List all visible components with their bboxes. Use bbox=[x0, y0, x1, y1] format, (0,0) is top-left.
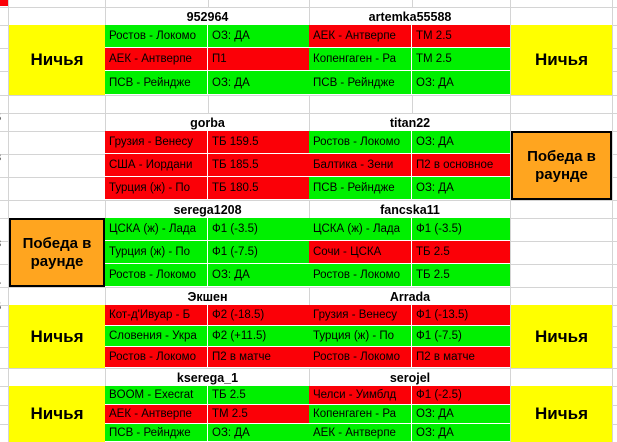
match-cell[interactable]: Турция (ж) - По bbox=[105, 241, 208, 264]
match-cell[interactable]: ПСВ - Рейндже bbox=[309, 177, 412, 200]
match-cell[interactable]: Турция (ж) - По bbox=[105, 177, 208, 200]
bet-cell[interactable]: П2 в матче bbox=[412, 347, 510, 368]
match-cell[interactable]: Копенгаген - Ра bbox=[309, 405, 412, 424]
bet-cell[interactable]: П2 в матче bbox=[208, 347, 309, 368]
result-cell-left[interactable]: Победа в раунде bbox=[9, 218, 105, 287]
bet-cell[interactable]: ОЗ: ДА bbox=[412, 131, 510, 154]
bet-cell[interactable]: ОЗ: ДА bbox=[412, 177, 510, 200]
match-cell[interactable]: Ростов - Локомо bbox=[105, 347, 208, 368]
player-name-header[interactable]: Arrada bbox=[310, 288, 510, 305]
match-cell[interactable]: АЕК - Антверпе bbox=[309, 25, 412, 48]
gridline bbox=[0, 7, 617, 8]
match-cell[interactable]: Балтика - Зени bbox=[309, 154, 412, 177]
player-name-header[interactable]: 952964 bbox=[106, 8, 309, 25]
match-cell[interactable]: ЦСКА (ж) - Лада bbox=[105, 218, 208, 241]
match-cell[interactable]: АЕК - Антверпе bbox=[105, 48, 208, 71]
bet-cell[interactable]: Ф1 (-7.5) bbox=[412, 326, 510, 347]
match-cell[interactable]: АЕК - Антверпе bbox=[105, 405, 208, 424]
bet-cell[interactable]: ОЗ: ДА bbox=[412, 71, 510, 95]
bet-cell[interactable]: Ф2 (+11.5) bbox=[208, 326, 309, 347]
player-name-header[interactable]: fancska11 bbox=[310, 201, 510, 218]
bet-cell[interactable]: ТБ 2.5 bbox=[208, 386, 309, 405]
gridline bbox=[0, 113, 617, 114]
bet-cell[interactable]: ОЗ: ДА bbox=[412, 405, 510, 424]
match-cell[interactable]: Ростов - Локомо bbox=[309, 264, 412, 287]
bet-cell[interactable]: Ф1 (-2.5) bbox=[412, 386, 510, 405]
bet-cell[interactable]: ОЗ: ДА bbox=[208, 71, 309, 95]
gridline bbox=[0, 95, 617, 96]
match-cell[interactable]: Кот-д'Ивуар - Б bbox=[105, 305, 208, 326]
bet-cell[interactable]: Ф2 (-18.5) bbox=[208, 305, 309, 326]
bet-cell[interactable]: П1 bbox=[208, 48, 309, 71]
match-cell[interactable]: Копенгаген - Ра bbox=[309, 48, 412, 71]
bet-cell[interactable]: Ф1 (-7.5) bbox=[208, 241, 309, 264]
match-cell[interactable]: Ростов - Локомо bbox=[309, 131, 412, 154]
match-cell[interactable]: Грузия - Венесу bbox=[105, 131, 208, 154]
match-cell[interactable]: Ростов - Локомо bbox=[105, 25, 208, 48]
gridline bbox=[612, 0, 613, 442]
bet-cell[interactable]: П2 в основное bbox=[412, 154, 510, 177]
result-cell-left[interactable]: Ничья bbox=[9, 25, 105, 95]
bet-cell[interactable]: ОЗ: ДА bbox=[208, 25, 309, 48]
match-cell[interactable]: Словения - Укра bbox=[105, 326, 208, 347]
result-cell-left[interactable]: Ничья bbox=[9, 305, 105, 368]
bet-cell[interactable]: Ф1 (-13.5) bbox=[412, 305, 510, 326]
match-cell[interactable]: ПСВ - Рейндже bbox=[105, 424, 208, 442]
player-name-header[interactable]: kserega_1 bbox=[106, 369, 309, 386]
player-name-header[interactable]: serega1208 bbox=[106, 201, 309, 218]
match-cell[interactable]: Челси - Уимблд bbox=[309, 386, 412, 405]
match-cell[interactable]: АЕК - Антверпе bbox=[309, 424, 412, 442]
match-cell[interactable]: BOOM - Execrat bbox=[105, 386, 208, 405]
bet-cell[interactable]: ОЗ: ДА bbox=[412, 424, 510, 442]
clipped-digit: 3 bbox=[0, 238, 5, 250]
bet-cell[interactable]: ТБ 2.5 bbox=[412, 264, 510, 287]
bet-cell[interactable]: ТБ 185.5 bbox=[208, 154, 309, 177]
clipped-digit: 5 bbox=[0, 301, 5, 313]
match-cell[interactable]: Турция (ж) - По bbox=[309, 326, 412, 347]
clipped-digit: 7 bbox=[0, 281, 5, 293]
bet-cell[interactable]: Ф1 (-3.5) bbox=[208, 218, 309, 241]
gridline bbox=[0, 368, 617, 369]
match-cell[interactable]: Грузия - Венесу bbox=[309, 305, 412, 326]
clipped-digit: 5 bbox=[0, 112, 5, 124]
result-cell-right[interactable]: Победа в раунде bbox=[511, 131, 612, 200]
gridline bbox=[0, 200, 617, 201]
match-cell[interactable]: Сочи - ЦСКА bbox=[309, 241, 412, 264]
gridline bbox=[510, 0, 511, 442]
bet-cell[interactable]: ТБ 180.5 bbox=[208, 177, 309, 200]
gridline bbox=[0, 287, 617, 288]
match-cell[interactable]: ПСВ - Рейндже bbox=[105, 71, 208, 95]
result-cell-left[interactable]: Ничья bbox=[9, 386, 105, 442]
result-cell-right[interactable]: Ничья bbox=[511, 25, 612, 95]
bet-cell[interactable]: ТМ 2.5 bbox=[208, 405, 309, 424]
player-name-header[interactable]: serojel bbox=[310, 369, 510, 386]
bet-cell[interactable]: ОЗ: ДА bbox=[208, 264, 309, 287]
match-cell[interactable]: ЦСКА (ж) - Лада bbox=[309, 218, 412, 241]
gridline bbox=[8, 0, 9, 442]
match-cell[interactable]: Ростов - Локомо bbox=[309, 347, 412, 368]
clipped-cell-fragment bbox=[0, 0, 8, 6]
bet-cell[interactable]: ТМ 2.5 bbox=[412, 48, 510, 71]
result-cell-right[interactable]: Ничья bbox=[511, 305, 612, 368]
player-name-header[interactable]: titan22 bbox=[310, 114, 510, 131]
match-cell[interactable]: Ростов - Локомо bbox=[105, 264, 208, 287]
match-cell[interactable]: ПСВ - Рейндже bbox=[309, 71, 412, 95]
match-cell[interactable]: США - Иордани bbox=[105, 154, 208, 177]
player-name-header[interactable]: Экшен bbox=[106, 288, 309, 305]
bet-cell[interactable]: ТБ 2.5 bbox=[412, 241, 510, 264]
clipped-digit: 3 bbox=[0, 152, 5, 164]
bet-cell[interactable]: ТБ 159.5 bbox=[208, 131, 309, 154]
bet-cell[interactable]: ОЗ: ДА bbox=[208, 424, 309, 442]
result-cell-right[interactable]: Ничья bbox=[511, 386, 612, 442]
bet-cell[interactable]: ТМ 2.5 bbox=[412, 25, 510, 48]
player-name-header[interactable]: artemka55588 bbox=[310, 8, 510, 25]
bet-cell[interactable]: Ф1 (-3.5) bbox=[412, 218, 510, 241]
player-name-header[interactable]: gorba bbox=[106, 114, 309, 131]
